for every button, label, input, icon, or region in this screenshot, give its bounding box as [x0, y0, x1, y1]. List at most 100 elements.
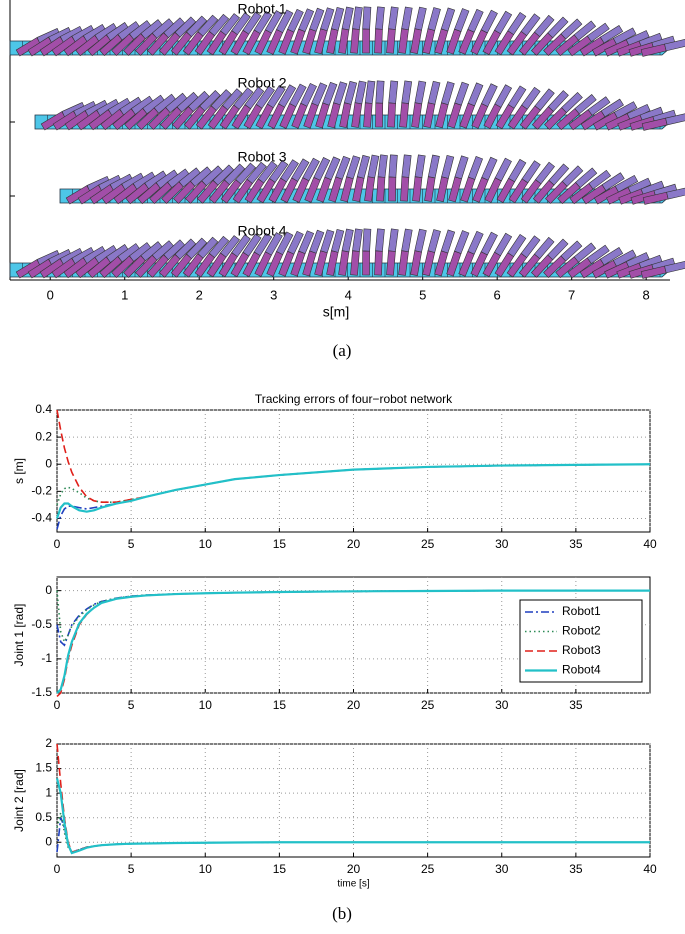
- link: [320, 7, 335, 32]
- link: [253, 10, 273, 35]
- link: [561, 91, 583, 114]
- link: [220, 235, 240, 258]
- link: [87, 34, 112, 57]
- robot-label: Robot 1: [237, 1, 286, 17]
- x-tick-label: 5: [128, 537, 135, 551]
- link: [599, 25, 624, 44]
- link: [183, 105, 206, 130]
- x-tick-label: 0: [54, 698, 61, 712]
- link: [356, 154, 370, 179]
- link: [220, 179, 242, 204]
- link: [440, 229, 456, 254]
- y-tick-label: 2: [45, 736, 52, 750]
- link: [311, 82, 328, 107]
- link: [264, 232, 283, 256]
- link: [320, 229, 335, 254]
- link: [573, 20, 597, 41]
- x-tick-label: 10: [199, 537, 213, 551]
- link: [309, 229, 325, 254]
- link: [242, 11, 262, 35]
- legend-label: Robot2: [562, 624, 601, 638]
- y-tick-label: 0.2: [35, 429, 52, 443]
- link: [367, 154, 380, 179]
- legend-box: [519, 599, 643, 683]
- link: [454, 155, 469, 180]
- link: [253, 232, 273, 257]
- link: [454, 230, 470, 254]
- link: [414, 6, 427, 31]
- x-tick-label: 20: [347, 862, 361, 876]
- link: [174, 16, 197, 38]
- link: [547, 16, 569, 39]
- caption: (a): [333, 341, 352, 360]
- link: [289, 83, 307, 108]
- chart-title: Tracking errors of four−robot network: [255, 392, 453, 406]
- link: [454, 8, 470, 32]
- link: [246, 161, 267, 184]
- link: [376, 176, 386, 202]
- link: [614, 174, 639, 193]
- link: [494, 232, 513, 257]
- y-tick-label: 0.4: [35, 402, 52, 416]
- x-tick-label: 0: [47, 287, 54, 302]
- x-tick-label: 40: [643, 862, 657, 876]
- x-tick-label: 20: [347, 698, 361, 712]
- link: [521, 160, 541, 184]
- link: [197, 236, 219, 259]
- link: [266, 85, 286, 109]
- link: [547, 90, 569, 112]
- link: [212, 164, 235, 186]
- y-tick-label: -0.4: [31, 511, 52, 525]
- link: [298, 230, 315, 255]
- link: [375, 6, 385, 30]
- link: [343, 80, 358, 105]
- link: [137, 182, 161, 205]
- link: [388, 154, 398, 178]
- link: [414, 154, 426, 178]
- link: [352, 6, 363, 30]
- link: [401, 228, 413, 253]
- link: [231, 12, 251, 36]
- line: [56, 463, 651, 506]
- link: [481, 83, 498, 107]
- link: [665, 113, 685, 126]
- x-tick-label: 15: [273, 698, 287, 712]
- x-tick-label: 4: [345, 287, 352, 302]
- link: [111, 255, 135, 278]
- link: [276, 9, 294, 34]
- link: [401, 80, 413, 104]
- link: [388, 6, 399, 30]
- link: [196, 180, 219, 204]
- link: [427, 229, 441, 253]
- link: [375, 102, 384, 128]
- link: [291, 158, 310, 182]
- link: [575, 167, 598, 189]
- link: [481, 156, 498, 181]
- link: [125, 182, 150, 205]
- link: [352, 228, 363, 252]
- line: [56, 589, 650, 694]
- y-tick-label: 1: [45, 785, 52, 799]
- link: [302, 157, 320, 182]
- link: [276, 231, 294, 256]
- link: [374, 250, 383, 276]
- link: [208, 13, 230, 37]
- y-tick-label: -0.5: [31, 617, 52, 631]
- line: [55, 778, 650, 855]
- link: [508, 158, 527, 183]
- link: [331, 6, 345, 31]
- y-axis-label: Joint 1 [rad]: [12, 604, 26, 667]
- link: [208, 235, 230, 259]
- x-tick-label: 20: [347, 537, 361, 551]
- link: [195, 105, 217, 130]
- link: [377, 154, 388, 178]
- link: [560, 240, 583, 262]
- x-axis-label: s[m]: [323, 304, 349, 320]
- link: [208, 179, 231, 204]
- link: [586, 22, 610, 43]
- legend-label: Robot3: [562, 643, 601, 657]
- link: [264, 10, 283, 34]
- link: [287, 8, 304, 33]
- y-tick-label: -1.5: [31, 685, 52, 699]
- x-tick-label: 25: [421, 537, 435, 551]
